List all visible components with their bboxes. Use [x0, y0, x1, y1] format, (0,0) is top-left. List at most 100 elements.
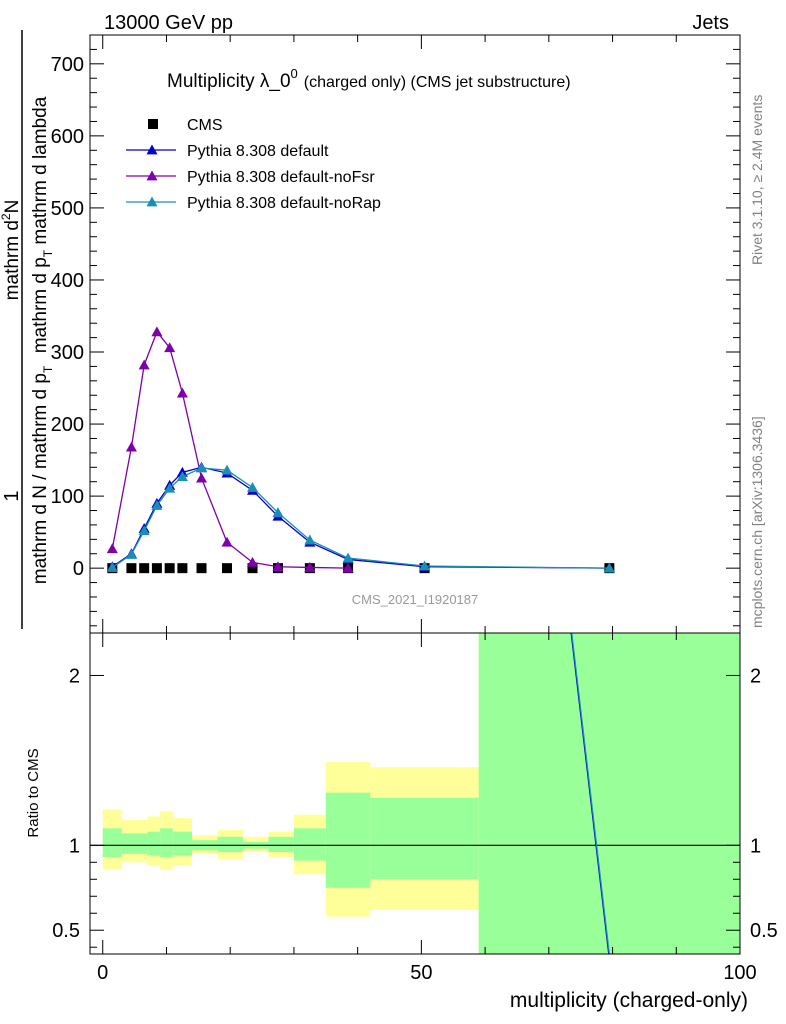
series-line	[111, 330, 349, 569]
stat-uncertainty-band	[268, 836, 294, 853]
ratio-frame	[89, 632, 741, 955]
stat-uncertainty-band	[121, 833, 148, 854]
y-label-denominator-sub: T	[41, 249, 55, 257]
data-point	[139, 563, 150, 574]
y-label-numerator: mathrm d2N	[0, 200, 23, 301]
series-point	[138, 359, 150, 370]
data-point	[247, 563, 258, 574]
series-point	[603, 562, 615, 573]
data-point	[126, 563, 137, 574]
legend-item: Pythia 8.308 default-noFsr	[126, 169, 375, 186]
series-point	[221, 464, 233, 475]
y-label-denominator-main: mathrm d p	[30, 257, 51, 353]
series-point	[176, 387, 188, 398]
stat-uncertainty-band	[160, 828, 173, 858]
legend-label: Pythia 8.308 default-noRap	[187, 195, 381, 212]
series-point	[106, 561, 118, 572]
series-point	[196, 462, 208, 473]
y-tick-label: 100	[51, 486, 84, 508]
legend-label: Pythia 8.308 default	[187, 143, 329, 160]
ratio-lines	[570, 632, 610, 955]
main-series-group	[106, 326, 615, 574]
series-point	[138, 525, 150, 536]
y-label-one: 1	[1, 490, 23, 501]
series-point	[342, 552, 354, 563]
y-label-bottom: mathrm d N / mathrm d pT	[30, 365, 55, 584]
chart-title: Multiplicity λ_00 (charged only) (CMS jet…	[167, 66, 571, 92]
data-point	[177, 563, 188, 574]
stat-uncertainty-band	[217, 836, 243, 853]
stat-uncertainty-band	[370, 797, 479, 880]
y-label-numerator-sup: 2	[0, 213, 13, 220]
x-tick-label: 50	[410, 962, 432, 984]
data-point	[196, 563, 207, 574]
x-axis-label: multiplicity (charged-only)	[510, 989, 748, 1012]
series-point	[304, 561, 316, 572]
legend-label: CMS	[187, 117, 223, 134]
y-tick-label: 600	[51, 126, 84, 148]
ratio-y-tick-label-right: 2	[750, 665, 761, 687]
stat-uncertainty-band	[102, 828, 122, 858]
legend-marker	[146, 196, 158, 207]
chart-title-note: (charged only) (CMS jet substructure)	[304, 74, 571, 91]
ratio-y-tick-label: 2	[69, 665, 80, 687]
series-point	[419, 560, 431, 571]
ratio-y-label: Ratio to CMS	[25, 748, 42, 837]
main-x-axis-ticks	[102, 35, 741, 633]
series-point	[176, 471, 188, 482]
analysis-watermark: CMS_2021_I1920187	[352, 592, 479, 607]
main-y-axis: 0 100 200 300 400 500 600 700	[51, 34, 740, 627]
ratio-line	[570, 632, 610, 955]
series-point	[247, 481, 258, 492]
ratio-y-axis: 0.5 0.5 1 1 2 2	[52, 665, 778, 948]
legend-marker	[146, 170, 158, 181]
y-label-numerator-main: mathrm d	[2, 220, 23, 300]
chart-title-main: Multiplicity λ_0	[167, 71, 291, 92]
ratio-line	[571, 632, 610, 955]
x-tick-label: 100	[723, 962, 756, 984]
x-tick-label: 0	[97, 962, 108, 984]
rivet-version-label: Rivet 3.1.10, ≥ 2.4M events	[749, 95, 765, 265]
series-point	[304, 534, 316, 545]
series-line	[111, 467, 610, 569]
series-point	[164, 482, 176, 493]
y-tick-label: 200	[51, 414, 84, 436]
y-tick-label: 400	[51, 270, 84, 292]
series-point	[125, 441, 137, 452]
stat-uncertainty-band	[325, 792, 371, 888]
y-label-bottom-main: mathrm d N / mathrm d p	[30, 373, 51, 584]
series-point	[106, 543, 118, 554]
series-point	[272, 507, 284, 518]
legend-label: Pythia 8.308 default-noFsr	[187, 169, 375, 186]
y-label-bottom-sub: T	[41, 365, 55, 373]
y-tick-label: 0	[73, 558, 84, 580]
main-y-label: 1 mathrm d2N mathrm d pT mathrm d lambda…	[0, 30, 55, 629]
series-point	[272, 561, 284, 572]
header-jets-label: Jets	[692, 12, 729, 34]
y-label-denominator: mathrm d pT mathrm d lambda	[30, 96, 55, 353]
legend: CMS Pythia 8.308 default Pythia 8.308 defa…	[126, 117, 381, 212]
legend-marker	[146, 144, 158, 155]
series-point	[196, 472, 208, 483]
series-line	[111, 466, 610, 569]
y-tick-label: 300	[51, 342, 84, 364]
series-point	[151, 499, 163, 510]
chart-title-superscript: 0	[291, 66, 298, 81]
ratio-uncertainty-bands	[90, 633, 740, 954]
stat-uncertainty-band	[478, 633, 740, 954]
legend-marker	[148, 119, 158, 129]
stat-uncertainty-band	[172, 831, 192, 856]
y-label-numerator-end: N	[2, 200, 23, 214]
ratio-y-tick-label-right: 1	[750, 835, 761, 857]
ratio-y-tick-label: 1	[69, 835, 80, 857]
y-tick-label: 500	[51, 198, 84, 220]
stat-uncertainty-band	[147, 831, 161, 856]
legend-item: Pythia 8.308 default	[126, 143, 329, 160]
stat-uncertainty-band	[293, 828, 326, 861]
ratio-y-tick-label-right: 0.5	[750, 920, 778, 942]
header-energy-label: 13000 GeV pp	[104, 12, 233, 34]
series-3	[106, 462, 615, 573]
data-point	[164, 563, 175, 574]
